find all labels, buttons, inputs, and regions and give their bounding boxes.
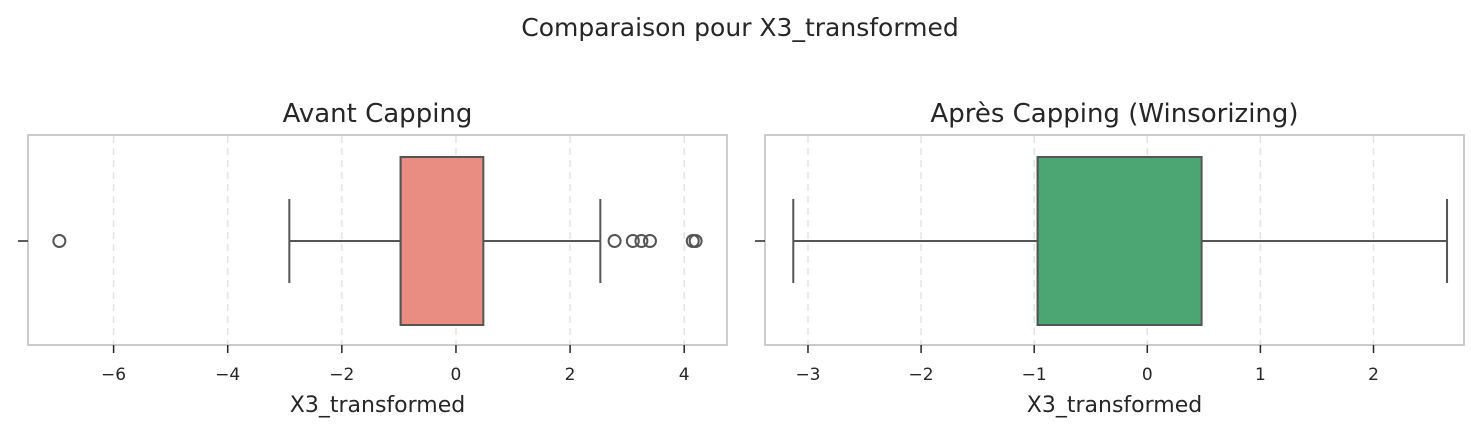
- outlier-point: [607, 234, 622, 248]
- x-tick-label: −1: [1022, 365, 1047, 385]
- x-tick-label: 2: [1368, 365, 1379, 385]
- x-tick-label: 0: [1142, 365, 1153, 385]
- x-tick-label: 4: [679, 365, 690, 385]
- figure-title: Comparaison pour X3_transformed: [521, 13, 959, 42]
- panel-after-capping: −3 −2 −1 0 1 2 Après Capping (Winsorizing) X3_t…: [755, 99, 1465, 418]
- x-tick-label: 1: [1255, 365, 1266, 385]
- x-tick-label: −2: [909, 365, 934, 385]
- x-tick-label: −3: [795, 365, 820, 385]
- outlier-point: [52, 234, 67, 248]
- panel-before-capping: −6 −4 −2 0 2 4 Avant Capping X3_transformed: [18, 99, 728, 418]
- panel-title: Avant Capping: [283, 99, 473, 129]
- panel-title: Après Capping (Winsorizing): [930, 99, 1298, 129]
- outlier-point: [634, 234, 649, 248]
- x-axis-label: X3_transformed: [1027, 393, 1202, 418]
- x-tick-label: 0: [451, 365, 462, 385]
- x-axis-label: X3_transformed: [290, 393, 465, 418]
- x-tick-label: −4: [215, 365, 240, 385]
- outlier-point: [688, 234, 703, 248]
- x-tick-label: −6: [101, 365, 126, 385]
- box-iqr: [399, 156, 485, 326]
- outlier-point: [625, 234, 640, 248]
- x-tick-label: −2: [329, 365, 354, 385]
- outlier-point: [642, 234, 657, 248]
- x-tick-label: 2: [565, 365, 576, 385]
- box-iqr: [1036, 156, 1203, 326]
